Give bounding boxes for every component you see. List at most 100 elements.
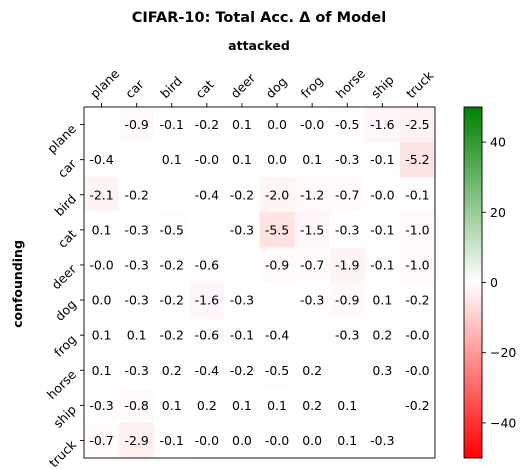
- cell-value-label: -5.2: [405, 152, 429, 167]
- cell-value-label: -0.5: [265, 363, 289, 378]
- cell-value-label: -0.1: [370, 222, 394, 237]
- heatmap-cells: [84, 107, 436, 459]
- cell-value-label: -0.4: [265, 328, 289, 343]
- cell-value-label: -0.9: [265, 257, 289, 272]
- cell-value-label: 0.0: [267, 117, 287, 132]
- heatmap-cell: [364, 387, 401, 424]
- heatmap-cell: [224, 282, 260, 318]
- heatmap-cell: [294, 107, 330, 143]
- heatmap-cell: [119, 212, 155, 248]
- cell-value-label: -0.0: [300, 117, 324, 132]
- heatmap-cell: [119, 247, 155, 283]
- heatmap-cell: [189, 352, 225, 389]
- colorbar: [463, 106, 483, 459]
- heatmap-cell: [294, 247, 330, 283]
- heatmap-cell: [84, 142, 120, 178]
- cell-value-label: 0.2: [197, 398, 217, 413]
- heatmap-cell: [259, 177, 295, 213]
- x-tick-label: frog: [298, 73, 326, 101]
- cell-value-label: -2.5: [405, 117, 429, 132]
- heatmap-cell: [154, 387, 190, 424]
- cell-value-label: -0.4: [195, 363, 219, 378]
- cell-value-label: -0.1: [370, 257, 394, 272]
- cell-value-label: -0.2: [405, 398, 429, 413]
- cell-value-label: -0.1: [370, 152, 394, 167]
- cell-value-label: -0.9: [335, 293, 359, 308]
- heatmap-cell: [329, 352, 366, 389]
- heatmap-cell: [294, 387, 330, 424]
- y-tick-label: car: [55, 156, 80, 181]
- heatmap-cell: [329, 282, 366, 318]
- cell-value-label: -0.0: [89, 257, 113, 272]
- cell-value-label: -1.6: [195, 293, 219, 308]
- heatmap-cell: [119, 317, 155, 353]
- cell-value-label: 0.1: [232, 398, 252, 413]
- heatmap-cell: [364, 107, 401, 143]
- heatmap-cell: [329, 317, 366, 353]
- cell-value-label: -0.5: [160, 222, 184, 237]
- heatmap-cell: [329, 422, 366, 459]
- plot-frame: [83, 106, 436, 459]
- cell-value-label: 0.1: [127, 328, 147, 343]
- cell-value-label: -0.3: [335, 222, 359, 237]
- y-tick-label: frog: [51, 332, 79, 360]
- heatmap-cell: [399, 107, 436, 143]
- cell-value-label: -0.1: [405, 187, 429, 202]
- heatmap-cell: [294, 212, 330, 248]
- heatmap-cell: [364, 317, 401, 353]
- cell-value-label: 0.1: [92, 328, 112, 343]
- cell-value-label: -0.2: [160, 257, 184, 272]
- cell-value-label: -0.4: [195, 187, 219, 202]
- cell-value-label: -0.0: [195, 433, 219, 448]
- heatmap-cell: [189, 422, 225, 459]
- heatmap-cell: [259, 107, 295, 143]
- x-tick-label: car: [122, 76, 147, 101]
- heatmap-cell: [119, 422, 155, 459]
- y-tick-label: ship: [50, 402, 79, 431]
- heatmap-cell: [399, 212, 436, 248]
- heatmap-cell: [84, 212, 120, 248]
- heatmap-cell: [119, 107, 155, 143]
- cell-value-label: 0.1: [162, 398, 182, 413]
- cell-value-label: -1.0: [405, 257, 429, 272]
- cell-value-label: -0.0: [265, 433, 289, 448]
- heatmap-cell: [294, 317, 330, 353]
- heatmap-cell: [399, 247, 436, 283]
- heatmap-cell: [224, 352, 260, 389]
- heatmap-cell: [364, 142, 401, 178]
- heatmap-cell: [329, 177, 366, 213]
- cell-value-label: -1.0: [405, 222, 429, 237]
- cell-value-label: -0.3: [89, 398, 113, 413]
- chart-title: CIFAR-10: Total Acc. Δ of Model: [132, 10, 387, 26]
- heatmap-cell: [364, 352, 401, 389]
- cell-value-label: -0.2: [230, 187, 254, 202]
- cell-value-label: -0.1: [160, 117, 184, 132]
- heatmap-cell: [329, 387, 366, 424]
- cell-value-label: -0.6: [195, 328, 219, 343]
- heatmap-cell: [154, 282, 190, 318]
- cell-value-label: 0.1: [232, 152, 252, 167]
- cell-value-label: 0.1: [372, 293, 392, 308]
- cell-value-label: -0.2: [195, 117, 219, 132]
- heatmap-cell: [189, 317, 225, 353]
- heatmap-cell: [84, 282, 120, 318]
- heatmap-cell: [84, 247, 120, 283]
- y-tick-label: cat: [55, 226, 79, 250]
- cell-value-label: -0.2: [405, 293, 429, 308]
- cell-value-label: 0.0: [232, 433, 252, 448]
- cell-value-label: -0.3: [124, 293, 148, 308]
- heatmap-cell: [189, 387, 225, 424]
- x-tick-label: horse: [333, 66, 369, 102]
- colorbar-tick-label: −40: [490, 415, 516, 430]
- heatmap-cell: [84, 352, 120, 389]
- cell-value-label: -5.5: [265, 222, 289, 237]
- cell-value-label: -0.8: [124, 398, 148, 413]
- heatmap-cell: [259, 247, 295, 283]
- cell-value-label: -0.7: [335, 187, 359, 202]
- heatmap-cell: [329, 212, 366, 248]
- heatmap-cell: [224, 107, 260, 143]
- heatmap-cell: [119, 142, 155, 178]
- heatmap-cell: [84, 387, 120, 424]
- y-tick-label: truck: [46, 436, 80, 469]
- x-axis-label: attacked: [228, 38, 290, 53]
